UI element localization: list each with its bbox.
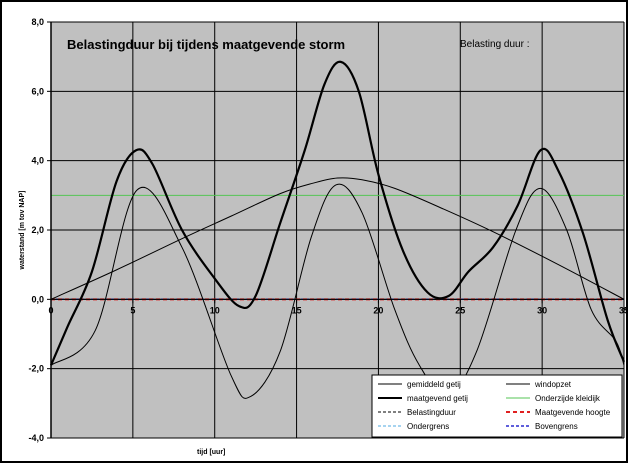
y-tick-label: -2,0 — [28, 364, 44, 374]
legend-label: maatgevend getij — [407, 394, 468, 403]
y-tick-label: 4,0 — [31, 156, 44, 166]
x-tick-label: 10 — [210, 305, 220, 315]
series-line-maatgevend-getij — [49, 60, 626, 366]
series-line-windopzet — [50, 177, 625, 300]
y-tick-label: 8,0 — [31, 17, 44, 27]
legend-label: Ondergrens — [407, 422, 449, 431]
x-tick-label: 20 — [373, 305, 383, 315]
y-tick-label: 6,0 — [31, 86, 44, 96]
legend-label: Bovengrens — [535, 422, 578, 431]
legend-label: Onderzijde kleidijk — [535, 394, 601, 403]
x-tick-label: 5 — [130, 305, 135, 315]
x-tick-label: 25 — [455, 305, 465, 315]
legend-label: windopzet — [534, 380, 572, 389]
x-axis-label: tijd [uur] — [197, 449, 225, 456]
x-tick-label: 15 — [292, 305, 302, 315]
y-tick-label: 2,0 — [31, 225, 44, 235]
chart-title: Belastingduur bij tijdens maatgevende st… — [67, 37, 345, 52]
legend-label: Maatgevende hoogte — [535, 408, 611, 417]
y-tick-label: -4,0 — [28, 433, 44, 443]
x-tick-label: 0 — [48, 305, 53, 315]
legend-label: gemiddeld getij — [407, 380, 461, 389]
belasting-duur-annotation: Belasting duur : — [460, 39, 530, 50]
x-tick-label: 30 — [537, 305, 547, 315]
series-line-gemiddeld-getij — [50, 183, 625, 399]
x-tick-label: 35 — [619, 305, 628, 315]
legend-box — [371, 374, 623, 438]
y-tick-label: 0,0 — [31, 294, 44, 304]
y-axis-label: waterstand [m tov NAP] — [19, 191, 26, 271]
axes: 0 5 10 15 20 25 30 35 -4,0 -2,0 0,0 2,0 4,0 6,0 8,0 — [28, 17, 628, 443]
legend-label: Belastingduur — [407, 408, 456, 417]
legend: gemiddeld getij windopzet maatgevend getij… — [371, 374, 623, 438]
